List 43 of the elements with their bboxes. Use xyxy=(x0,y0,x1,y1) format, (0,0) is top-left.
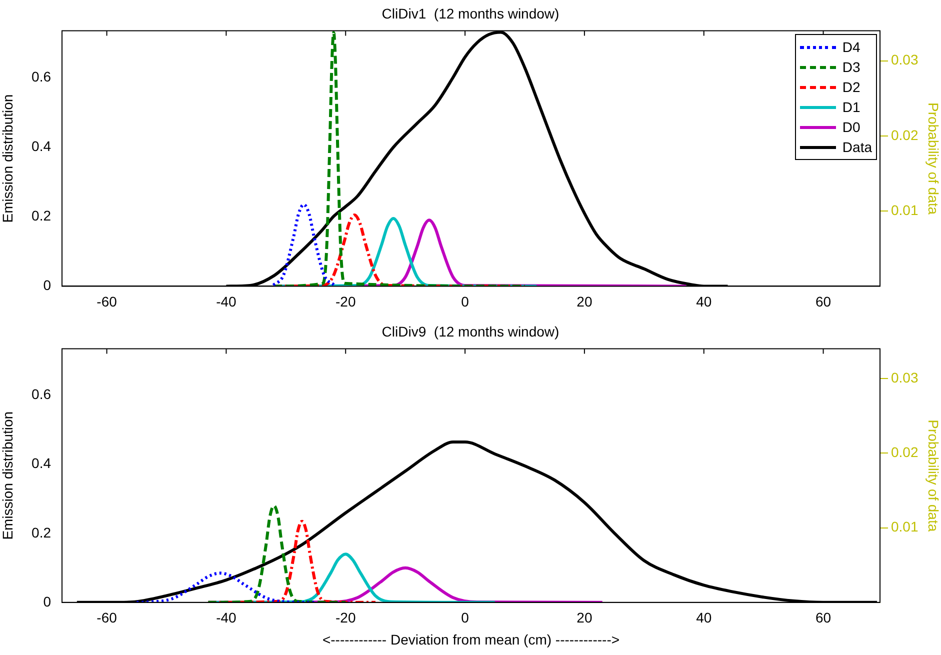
y-tick-label: 0.2 xyxy=(32,524,52,540)
chart-title: CliDiv1 (12 months window) xyxy=(382,5,560,22)
y2-tick-label: 0.03 xyxy=(891,369,918,386)
x-tick-label: -40 xyxy=(216,293,237,310)
x-tick-label: -60 xyxy=(96,610,118,626)
y-axis-title: Emission distribution xyxy=(0,411,16,540)
x-tick-label: -40 xyxy=(216,610,237,626)
y2-tick-label: 0.01 xyxy=(891,202,918,218)
y-tick-label: 0.4 xyxy=(32,455,52,472)
y-tick-label: 0.2 xyxy=(32,208,52,224)
x-tick-label: 40 xyxy=(696,293,712,310)
legend-label: D3 xyxy=(842,59,860,75)
y2-tick-label: 0.02 xyxy=(891,126,918,143)
y2-axis-title: Probability of data xyxy=(926,102,941,215)
x-tick-label: -60 xyxy=(96,293,118,310)
x-tick-label: -20 xyxy=(335,293,356,310)
y2-tick-label: 0.01 xyxy=(891,518,918,535)
x-axis-title: <------------ Deviation from mean (cm) ------------> xyxy=(322,631,620,648)
y2-tick-label: 0.02 xyxy=(891,444,918,460)
line-series xyxy=(206,504,348,602)
legend-label: D4 xyxy=(842,39,860,55)
x-tick-label: 0 xyxy=(461,610,470,626)
x-tick-label: 40 xyxy=(696,610,712,626)
legend-label: D0 xyxy=(842,119,860,135)
y-tick-label: 0.6 xyxy=(32,68,52,85)
y-tick-label: 0.4 xyxy=(32,138,52,154)
x-tick-label: 20 xyxy=(576,293,592,310)
y-tick-label: 0 xyxy=(43,277,52,294)
x-tick-label: 60 xyxy=(815,610,832,626)
y-axis-title: Emission distribution xyxy=(0,94,16,223)
line-series xyxy=(272,203,336,286)
x-tick-label: 60 xyxy=(815,293,832,310)
y-tick-label: 0.6 xyxy=(32,386,52,402)
y-tick-label: 0 xyxy=(43,593,52,610)
y2-axis-title: Probability of data xyxy=(926,420,941,532)
x-tick-label: -20 xyxy=(335,610,356,626)
y2-tick-label: 0.03 xyxy=(891,52,918,68)
x-tick-label: 0 xyxy=(461,293,470,310)
legend-label: D1 xyxy=(842,99,860,115)
chart-title: CliDiv9 (12 months window) xyxy=(382,323,560,340)
x-tick-label: 20 xyxy=(576,610,592,626)
legend-label: D2 xyxy=(842,79,860,95)
legend-label: Data xyxy=(842,139,872,155)
